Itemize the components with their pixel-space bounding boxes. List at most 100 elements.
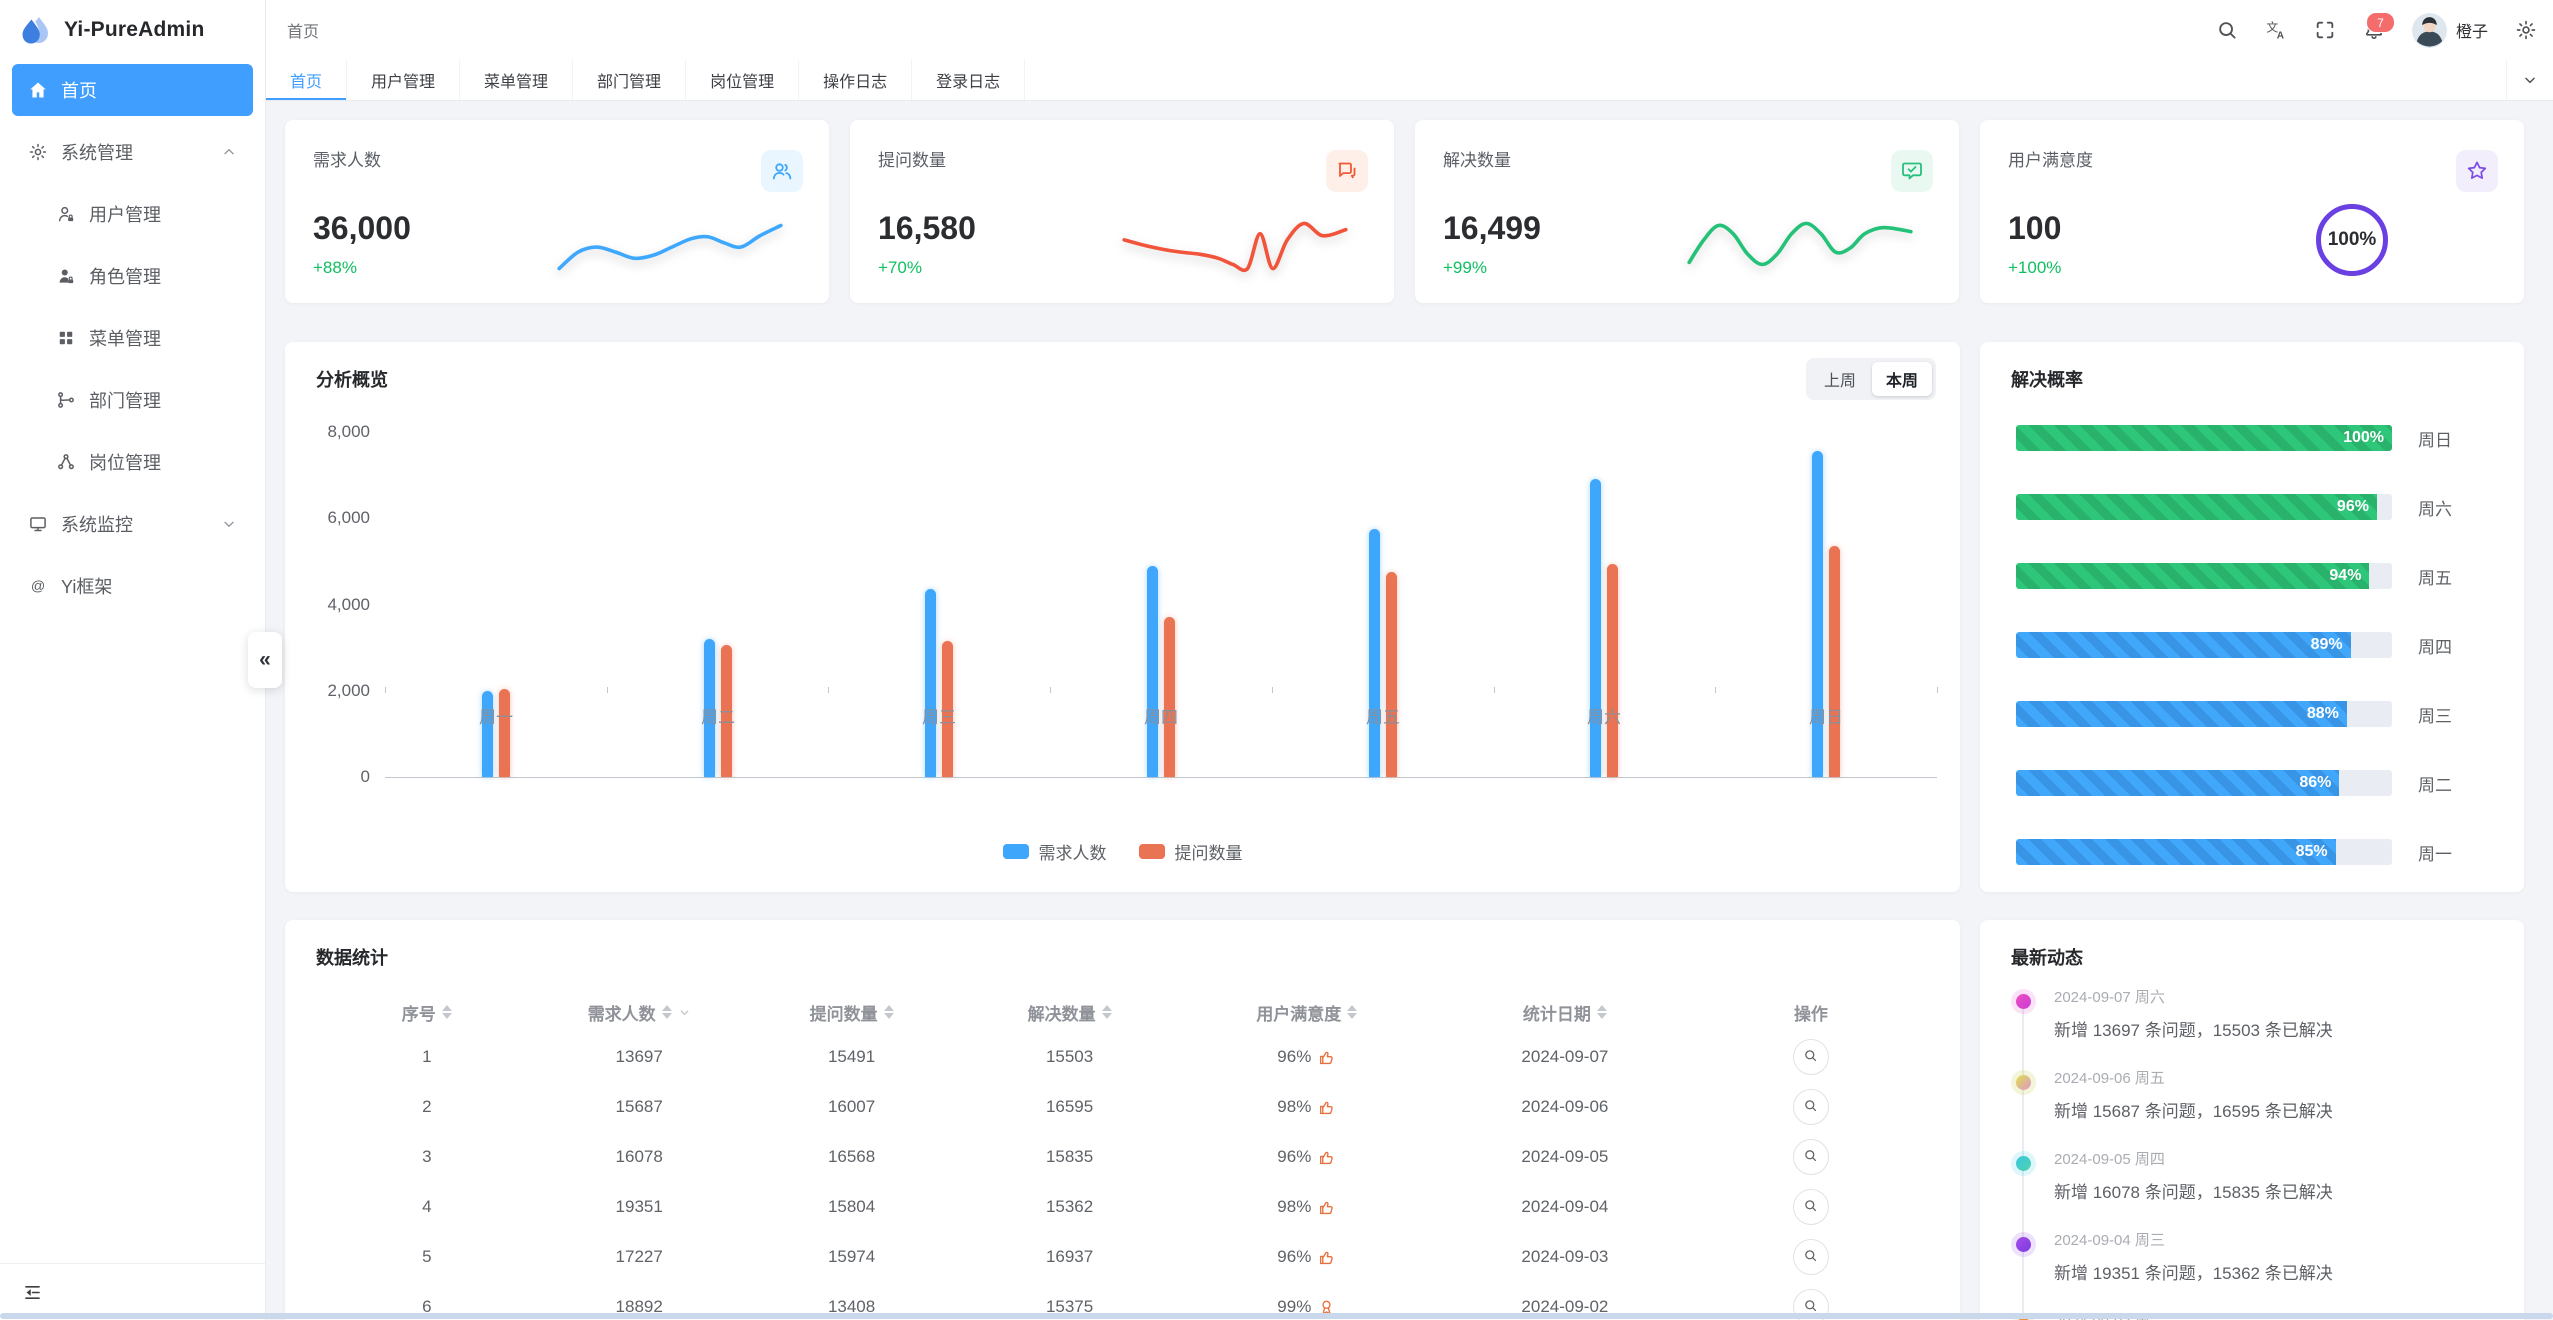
horizontal-scrollbar[interactable] (0, 1313, 2553, 1319)
satisfaction-value: 99% (1277, 1297, 1312, 1316)
cell-satisfaction: 98% (1182, 1197, 1432, 1217)
tab-5[interactable]: 操作日志 (799, 60, 913, 100)
bar-group-周六[interactable] (1590, 479, 1618, 777)
satisfaction-value: 98% (1277, 1197, 1312, 1216)
tab-3[interactable]: 部门管理 (573, 60, 687, 100)
tab-1[interactable]: 用户管理 (347, 60, 461, 100)
progress-row-周五: 94% 周五 (2016, 563, 2500, 589)
sidebar-item-label: Yi框架 (61, 577, 113, 597)
column-header-label: 解决数量 (1027, 1004, 1096, 1024)
x-axis-tick (1937, 687, 1938, 693)
user-menu[interactable]: 橙子 (2411, 12, 2488, 48)
notifications-bell-icon[interactable]: 7 (2363, 12, 2395, 41)
sidebar-fold-bar[interactable] (0, 1263, 265, 1320)
progress-track: 96% (2016, 494, 2392, 520)
avatar (2411, 12, 2447, 48)
bar-group-周日[interactable] (1812, 451, 1840, 777)
view-row-button[interactable] (1792, 1189, 1829, 1225)
legend-item[interactable]: 提问数量 (1138, 839, 1243, 864)
cell-date: 2024-09-03 (1521, 1247, 1609, 1266)
bar-group-周三[interactable] (925, 589, 953, 777)
magnifier-icon (1802, 1297, 1819, 1317)
tabs-more-chevron-down-icon[interactable] (2506, 60, 2553, 100)
sidebar-item-7[interactable]: 系统监控 (12, 498, 253, 550)
analysis-overview-card: 分析概览 上周 本周 8,000 6,000 4,000 2,000 0 周一 周二 周三 周四 周… (285, 342, 1960, 892)
progress-row-周四: 89% 周四 (2016, 632, 2500, 658)
tabs: 首页 用户管理 菜单管理 部门管理 岗位管理 操作日志 登录日志 (265, 60, 1026, 100)
search-icon[interactable] (2216, 19, 2238, 41)
tab-0[interactable]: 首页 (265, 60, 348, 100)
cell-date: 2024-09-04 (1521, 1197, 1609, 1216)
timeline-entry-2: 2024-09-05 周四 新增 16078 条问题，15835 条已解决 (2016, 1148, 2500, 1203)
cell-solved: 15362 (1045, 1197, 1094, 1216)
sidebar-item-2[interactable]: 用户管理 (12, 188, 253, 240)
tab-6[interactable]: 登录日志 (912, 60, 1026, 100)
sidebar-item-1[interactable]: 系统管理 (12, 126, 253, 178)
cell-index: 5 (422, 1247, 432, 1266)
sort-carets-icon[interactable] (661, 1005, 672, 1019)
fullscreen-icon[interactable] (2314, 19, 2336, 41)
sort-carets-icon[interactable] (1596, 1005, 1607, 1019)
progress-day-label: 周五 (2418, 568, 2452, 588)
week-toggle-1[interactable]: 本周 (1871, 362, 1932, 396)
table-header-row: 序号 需求人数 提问数量 解决数量 用户满意度 统计日期 操作 (321, 992, 1924, 1032)
user-lock-icon (56, 204, 76, 224)
y-axis-tick-label: 2,000 (327, 680, 370, 700)
sort-carets-icon[interactable] (441, 1005, 452, 1019)
tab-4[interactable]: 岗位管理 (686, 60, 800, 100)
sidebar-collapse-handle[interactable]: « (248, 632, 282, 688)
sort-carets-icon[interactable] (1347, 1005, 1358, 1019)
stat-card-delta: +88% (313, 258, 357, 277)
stat-card-delta: +70% (878, 258, 922, 277)
view-row-button[interactable] (1792, 1089, 1829, 1125)
cell-solved: 15375 (1045, 1297, 1094, 1316)
settings-gear-icon[interactable] (2515, 19, 2537, 41)
y-axis-tick-label: 0 (360, 767, 370, 786)
legend-item[interactable]: 需求人数 (1002, 839, 1107, 864)
sort-carets-icon[interactable] (1101, 1005, 1112, 1019)
progress-fill: 94% (2016, 563, 2370, 589)
view-row-button[interactable] (1792, 1039, 1829, 1075)
sidebar-item-6[interactable]: 岗位管理 (12, 436, 253, 488)
legend-label: 提问数量 (1174, 844, 1243, 863)
bar-question (499, 689, 510, 777)
sidebar-item-3[interactable]: 角色管理 (12, 250, 253, 302)
sidebar-item-5[interactable]: 部门管理 (12, 374, 253, 426)
bar-group-周五[interactable] (1369, 529, 1397, 777)
data-statistics-card: 数据统计 序号 需求人数 提问数量 解决数量 用户满意度 统计日期 操作 1 13697 1549… (285, 920, 1960, 1320)
sidebar-item-8[interactable]: @ Yi框架 (12, 560, 253, 612)
progress-track: 94% (2016, 563, 2392, 589)
cell-satisfaction: 96% (1182, 1247, 1432, 1267)
progress-fill: 100% (2016, 425, 2392, 451)
timeline-entry-1: 2024-09-06 周五 新增 15687 条问题，16595 条已解决 (2016, 1067, 2500, 1122)
breadcrumb[interactable]: 首页 (287, 24, 320, 41)
column-header-label: 需求人数 (587, 1004, 656, 1024)
progress-percent-label: 85% (2295, 843, 2328, 860)
sidebar-item-0[interactable]: 首页 (12, 64, 253, 116)
bar-group-周二[interactable] (704, 639, 732, 777)
bar-group-周四[interactable] (1147, 566, 1175, 777)
tab-2[interactable]: 菜单管理 (460, 60, 574, 100)
progress-day-label: 周三 (2418, 706, 2452, 726)
column-header-label: 操作 (1793, 1004, 1828, 1024)
stat-card-value: 100 (2008, 210, 2062, 246)
sort-carets-icon[interactable] (883, 1005, 894, 1019)
satisfaction-value: 96% (1277, 1247, 1312, 1266)
y-axis-tick-label: 4,000 (327, 594, 370, 614)
solve-probability-card: 解决概率 100% 周日 96% 周六 94% 周五 89% 周四 88% 周三 86% 周二 85% 周… (1980, 342, 2524, 892)
view-row-button[interactable] (1792, 1239, 1829, 1275)
cell-satisfaction: 99% (1182, 1297, 1432, 1317)
bar-group-周一[interactable] (482, 689, 510, 777)
stat-card-value: 16,580 (878, 210, 976, 246)
filter-chevron-down-icon[interactable] (678, 1006, 691, 1019)
sidebar-item-4[interactable]: 菜单管理 (12, 312, 253, 364)
view-row-button[interactable] (1792, 1139, 1829, 1175)
week-toggle-0[interactable]: 上周 (1823, 373, 1856, 390)
y-axis-tick-label: 8,000 (327, 422, 370, 441)
cell-date: 2024-09-05 (1521, 1147, 1609, 1166)
progress-day-label: 周二 (2418, 775, 2452, 795)
timeline-dot-icon (2016, 1075, 2031, 1090)
